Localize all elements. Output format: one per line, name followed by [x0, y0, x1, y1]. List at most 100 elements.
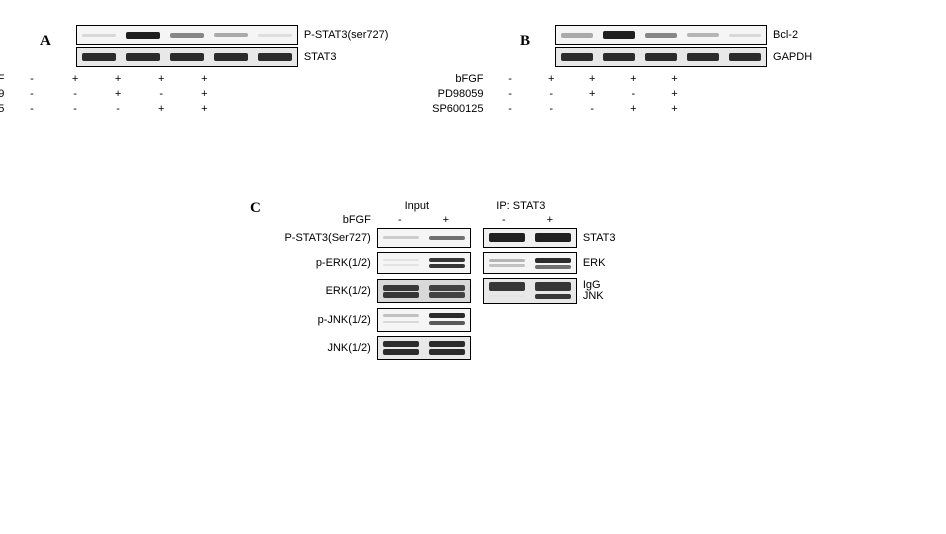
- band: [383, 236, 419, 239]
- panel-a-label: A: [40, 33, 51, 50]
- treatment-value: -: [490, 73, 531, 85]
- treatment-value: +: [654, 73, 695, 85]
- panel-c-label: C: [250, 200, 261, 364]
- treatment-value: -: [572, 103, 613, 115]
- treatment-label: SP600125: [415, 103, 490, 115]
- right-blot-label: IgGJNK: [583, 280, 604, 302]
- treatment-value: +: [97, 73, 140, 85]
- blot-lane: [253, 26, 297, 44]
- blot-lane: [77, 26, 121, 44]
- panel-b-treatments: bFGF-++++PD98059--+-+SP600125---++: [485, 71, 812, 116]
- treatment-value: -: [53, 103, 96, 115]
- treatment-value: +: [613, 103, 654, 115]
- band: [383, 292, 419, 298]
- blot-lane: [378, 309, 424, 331]
- band: [82, 53, 116, 61]
- treatment-value: -: [97, 103, 140, 115]
- band: [535, 265, 571, 269]
- blot-lane: [424, 337, 470, 359]
- blot-label: P-STAT3(ser727): [304, 29, 389, 41]
- blot-lane: [682, 26, 724, 44]
- blot-row: Bcl-2: [555, 25, 812, 45]
- treatment-label: PD98059: [415, 88, 490, 100]
- band: [535, 258, 571, 263]
- band: [603, 31, 635, 39]
- panel-c-bfgf-row: bFGF-+-+: [271, 214, 616, 226]
- treatment-value: +: [140, 103, 183, 115]
- blot-lane: [484, 279, 530, 303]
- treatment-value: +: [572, 73, 613, 85]
- band: [170, 53, 204, 61]
- treatment-label: SP600125: [0, 103, 10, 115]
- bfgf-value: -: [481, 214, 527, 226]
- blot-lane: [209, 26, 253, 44]
- band: [383, 285, 419, 291]
- blot-lane: [77, 48, 121, 66]
- band: [535, 294, 571, 299]
- blot-lane: [724, 48, 766, 66]
- bfgf-label: bFGF: [271, 214, 377, 226]
- blot-label: Bcl-2: [773, 29, 798, 41]
- blot-lane: [424, 309, 470, 331]
- blot-lane: [556, 48, 598, 66]
- left-blot-label: p-JNK(1/2): [271, 314, 377, 326]
- treatment-value: -: [10, 73, 53, 85]
- blot-box: [76, 47, 298, 67]
- band: [535, 282, 571, 291]
- treatment-value: +: [183, 88, 226, 100]
- treatment-value: +: [53, 73, 96, 85]
- band: [489, 233, 525, 242]
- blot-lane: [724, 26, 766, 44]
- col-header-input: Input: [371, 200, 463, 212]
- band: [383, 264, 419, 266]
- panel-c-row: p-JNK(1/2): [271, 308, 616, 332]
- band: [214, 53, 248, 61]
- blot-lane: [209, 48, 253, 66]
- band: [561, 33, 593, 38]
- treatment-value: +: [654, 88, 695, 100]
- panel-a-treatments: bFGF-++++PD98059--+-+SP600125---++: [6, 71, 389, 116]
- band: [383, 321, 419, 323]
- treatment-label: bFGF: [415, 73, 490, 85]
- band: [429, 264, 465, 268]
- blot-box: [555, 25, 767, 45]
- bfgf-value: +: [527, 214, 573, 226]
- band: [429, 292, 465, 298]
- blot-box: [377, 228, 471, 248]
- blot-lane: [598, 26, 640, 44]
- panel-a: A P-STAT3(ser727)STAT3 bFGF-++++PD98059-…: [40, 25, 388, 116]
- left-blot-label: P-STAT3(Ser727): [271, 232, 377, 244]
- blot-box: [483, 252, 577, 274]
- blot-box: [377, 252, 471, 274]
- treatment-label: bFGF: [0, 73, 10, 85]
- treatment-row: PD98059--+-+: [415, 86, 695, 101]
- blot-row: P-STAT3(ser727): [76, 25, 389, 45]
- band: [383, 314, 419, 317]
- band: [429, 321, 465, 325]
- treatment-value: +: [183, 103, 226, 115]
- panel-b-content: Bcl-2GAPDH bFGF-++++PD98059--+-+SP600125…: [555, 25, 812, 116]
- treatment-value: +: [572, 88, 613, 100]
- band: [429, 285, 465, 291]
- band: [429, 258, 465, 262]
- blot-lane: [484, 253, 530, 273]
- blot-lane: [378, 337, 424, 359]
- bfgf-value: -: [377, 214, 423, 226]
- band: [489, 282, 525, 291]
- band: [82, 34, 116, 37]
- blot-box: [377, 308, 471, 332]
- panel-a-content: P-STAT3(ser727)STAT3 bFGF-++++PD98059--+…: [76, 25, 389, 116]
- treatment-row: PD98059--+-+: [0, 86, 226, 101]
- treatment-row: SP600125---++: [415, 101, 695, 116]
- band: [170, 33, 204, 38]
- blot-lane: [640, 48, 682, 66]
- treatment-value: -: [490, 103, 531, 115]
- band: [126, 32, 160, 39]
- right-blot-label: ERK: [583, 257, 606, 269]
- blot-lane: [121, 26, 165, 44]
- col-header-ip: IP: STAT3: [475, 200, 567, 212]
- band: [645, 53, 677, 61]
- blot-lane: [640, 26, 682, 44]
- treatment-value: +: [183, 73, 226, 85]
- blot-label: GAPDH: [773, 51, 812, 63]
